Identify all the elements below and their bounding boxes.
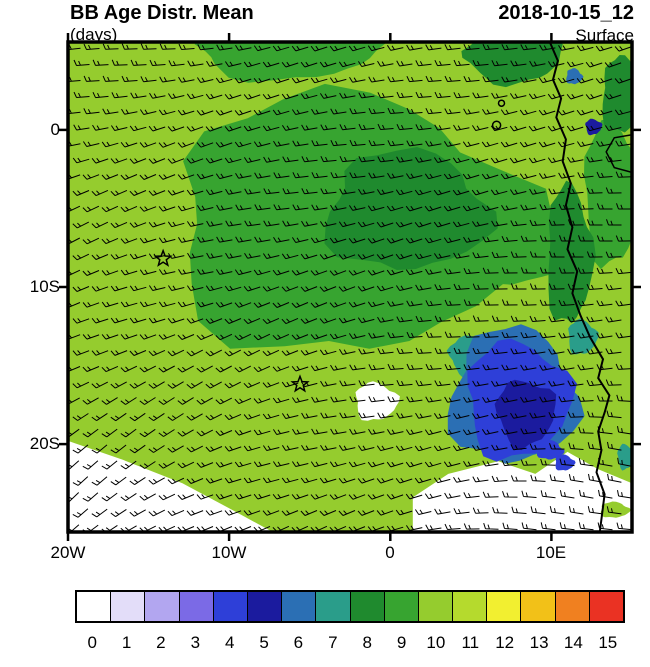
colorbar-label: 10 bbox=[426, 633, 446, 652]
xaxis-label-20w: 20W bbox=[50, 543, 86, 562]
coastline bbox=[548, 42, 611, 532]
xaxis-label-10w: 10W bbox=[211, 543, 247, 562]
star-marker bbox=[290, 374, 310, 393]
colorbar-label: 11 bbox=[461, 633, 480, 652]
colorbar-label: 5 bbox=[259, 633, 269, 652]
colorbar-cell bbox=[554, 592, 589, 621]
colorbar-cell bbox=[383, 592, 418, 621]
colorbar-label: 8 bbox=[362, 633, 372, 652]
colorbar-cell bbox=[246, 592, 282, 621]
colorbar-label: 1 bbox=[121, 633, 132, 652]
yaxis-label-0: 0 bbox=[50, 120, 60, 139]
colorbar-label: 3 bbox=[190, 633, 201, 652]
colorbar-label: 14 bbox=[563, 633, 583, 652]
colorbar bbox=[75, 590, 625, 623]
colorbar-cell bbox=[315, 592, 350, 621]
colorbar-label: 15 bbox=[598, 633, 618, 652]
colorbar-labels: 0 1 2 3 4 5 6 7 8 9 10 11 12 13 14 15 bbox=[75, 633, 625, 655]
colorbar-label: 9 bbox=[396, 633, 407, 652]
island-outline bbox=[497, 99, 506, 107]
inland-boundary bbox=[605, 133, 632, 174]
colorbar-cell bbox=[520, 592, 555, 621]
colorbar-label: 2 bbox=[156, 633, 166, 652]
colorbar-cell bbox=[77, 592, 111, 621]
colorbar-cell bbox=[452, 592, 487, 621]
colorbar-label: 0 bbox=[87, 633, 97, 652]
yaxis-label-10s: 10S bbox=[29, 277, 60, 296]
colorbar-cell bbox=[588, 592, 623, 621]
wind-barbs bbox=[68, 43, 632, 532]
colorbar-cell bbox=[212, 592, 247, 621]
colorbar-cell bbox=[349, 592, 384, 621]
plot-datetime: 2018-10-15_12 bbox=[498, 2, 634, 24]
colorbar-cell bbox=[110, 592, 145, 621]
star-marker bbox=[153, 248, 173, 267]
colorbar-cell bbox=[417, 592, 453, 621]
colorbar-label: 12 bbox=[495, 633, 515, 652]
island-outline bbox=[491, 120, 502, 130]
colorbar-label: 13 bbox=[529, 633, 549, 652]
colorbar-cell bbox=[144, 592, 179, 621]
colorbar-label: 7 bbox=[328, 633, 338, 652]
colorbar-cell bbox=[281, 592, 316, 621]
colorbar-cell bbox=[486, 592, 521, 621]
colorbar-label: 6 bbox=[293, 633, 304, 652]
colorbar-label: 4 bbox=[224, 633, 235, 652]
yaxis-label-20s: 20S bbox=[29, 434, 60, 453]
map-field bbox=[68, 42, 632, 532]
colorbar-cell bbox=[178, 592, 213, 621]
plot-title: BB Age Distr. Mean bbox=[70, 2, 254, 24]
xaxis-label-10e: 10E bbox=[535, 543, 567, 562]
xaxis-label-0: 0 bbox=[385, 543, 395, 562]
map-frame bbox=[66, 40, 634, 534]
units-label: (days) bbox=[70, 25, 118, 44]
map-canvas bbox=[59, 33, 641, 541]
